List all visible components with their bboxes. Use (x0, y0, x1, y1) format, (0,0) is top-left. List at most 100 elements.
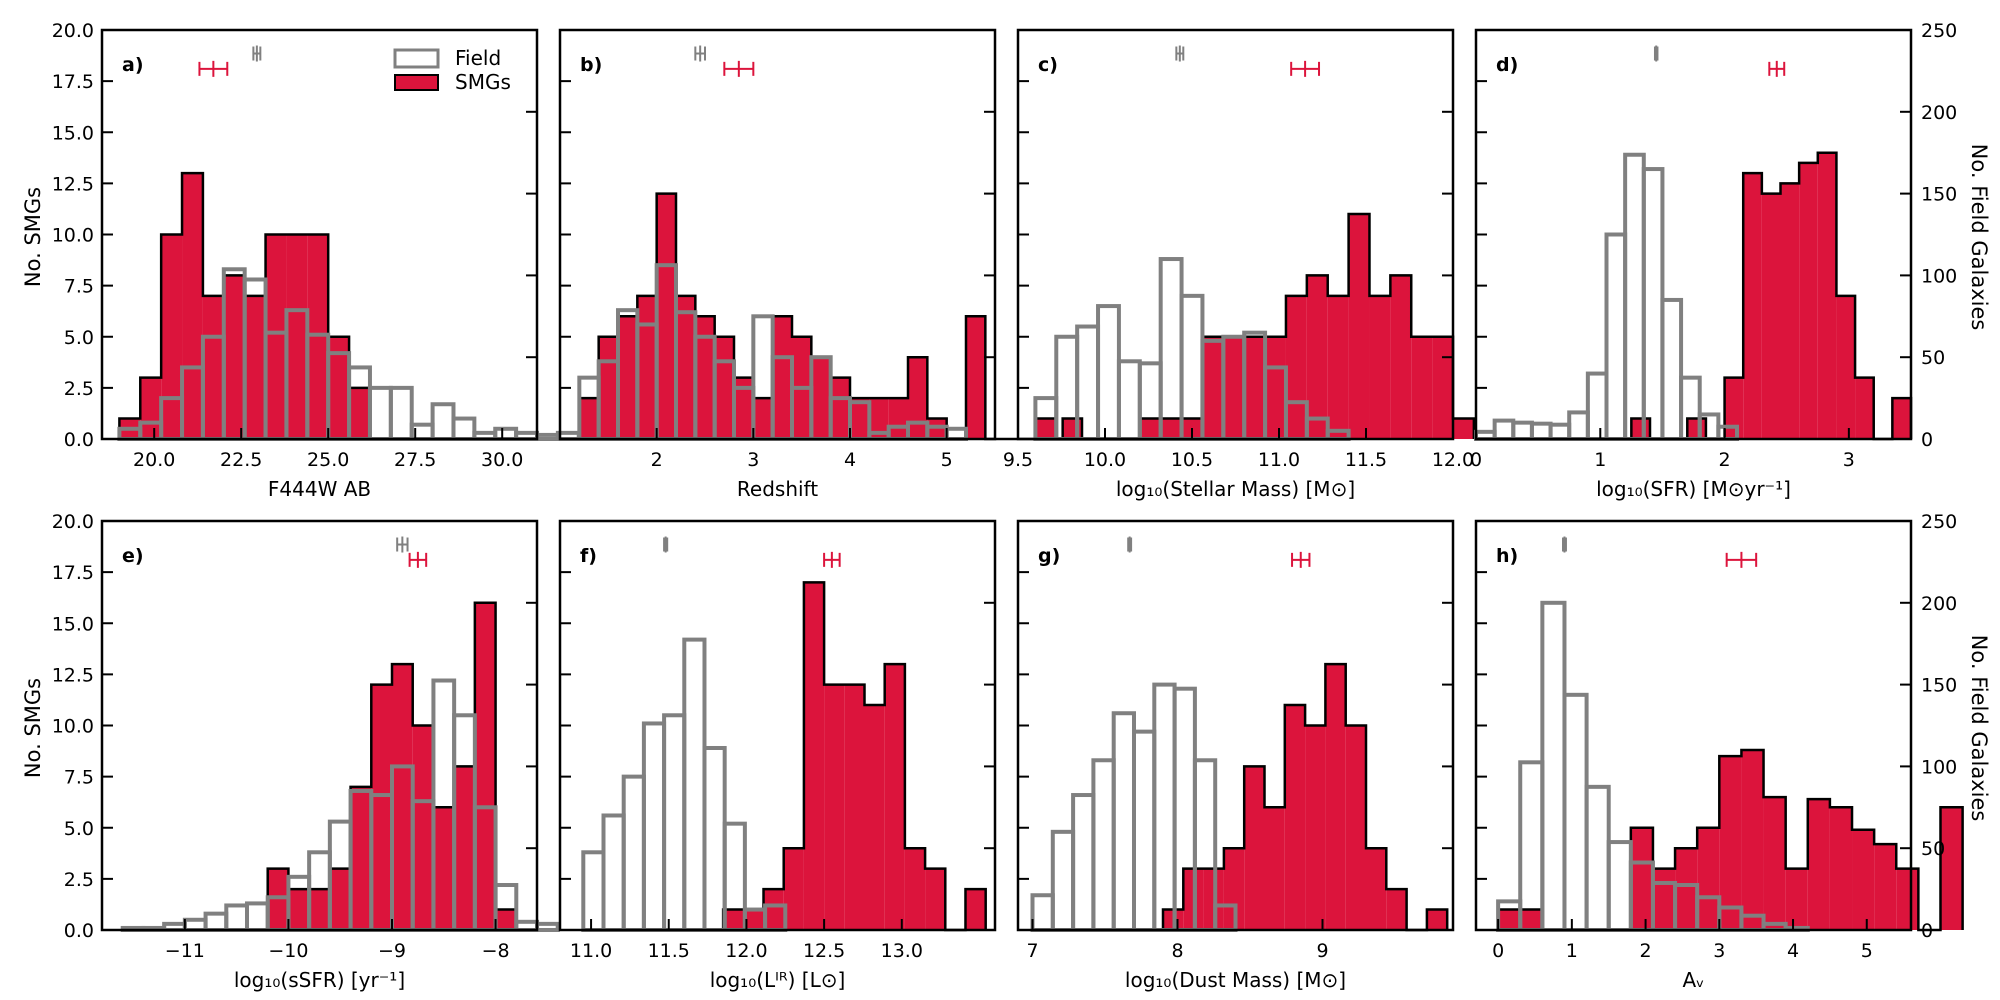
x-tick-label: 1 (1566, 940, 1578, 962)
x-tick-label: 4 (844, 449, 856, 471)
x-tick-label: −10 (268, 940, 308, 962)
smg-bar (695, 316, 715, 439)
x-tick-label: 9.5 (1003, 449, 1033, 471)
panel-label: d) (1496, 54, 1518, 76)
smg-bar (714, 336, 734, 439)
smg-errorbar (723, 60, 755, 77)
field-bar (1111, 711, 1136, 932)
smg-bar (1940, 807, 1963, 930)
smg-bar (307, 234, 329, 439)
smg-bar (743, 909, 764, 930)
smg-bar (1305, 725, 1326, 930)
field-bar (1511, 420, 1534, 442)
smg-bar (265, 234, 287, 439)
panels: 20.0 22.5 25.0 27.5 30.00.02.55.07.510.012.5… (52, 20, 1964, 992)
field-bar (1158, 257, 1184, 442)
smg-bar (1817, 152, 1837, 439)
smg-bar (1874, 844, 1897, 930)
x-tick-label: 11.0 (570, 940, 612, 962)
x-tick-label: 27.5 (394, 449, 436, 471)
smg-bar (1829, 807, 1853, 930)
smg-bar (1453, 418, 1474, 439)
smg-bar (140, 377, 162, 439)
y-tick-label-right: 100 (1921, 265, 1957, 287)
y-tick-label-right: 200 (1921, 593, 1957, 615)
field-bar (1606, 840, 1633, 932)
smg-bar (811, 357, 831, 439)
panel-label: g) (1038, 545, 1060, 567)
x-axis-label: log₁₀(Stellar Mass) [M⊙] (1116, 477, 1355, 501)
smg-bar (1327, 295, 1349, 439)
smg-bar (803, 582, 825, 930)
smg-bar (579, 398, 599, 439)
ylabel-right-top: No. Field Galaxies (1967, 144, 1991, 331)
smg-bar (1244, 336, 1266, 439)
y-tick-label-left: 10.0 (52, 225, 94, 247)
x-tick-label: 8 (1171, 940, 1183, 962)
y-tick-label-right: 150 (1921, 184, 1957, 206)
smg-bar (864, 705, 885, 930)
legend-smg-swatch (394, 74, 439, 91)
smg-bar (1284, 705, 1306, 930)
x-tick-label: 2 (651, 449, 663, 471)
y-tick-label-left: 15.0 (52, 613, 94, 635)
smg-bar (1498, 909, 1521, 930)
smg-bar (1799, 162, 1818, 440)
panel-label: c) (1038, 54, 1058, 76)
left-axis-labels: No. SMGs No. SMGs (21, 187, 45, 778)
smg-bar (1390, 275, 1412, 439)
x-tick-label: 2 (1640, 940, 1652, 962)
smg-bar (495, 909, 517, 930)
field-errorbar (252, 45, 262, 62)
y-tick-label-right: 50 (1921, 838, 1945, 860)
y-tick-label-left: 2.5 (64, 869, 94, 891)
x-tick-label: 3 (1843, 449, 1855, 471)
field-bar (367, 385, 393, 441)
x-tick-label: 7 (1026, 940, 1038, 962)
smg-bar (850, 398, 870, 439)
smg-errorbar (1725, 551, 1758, 568)
field-bar (1585, 371, 1609, 441)
y-tick-label-left: 20.0 (52, 511, 94, 533)
field-bar (1562, 692, 1589, 933)
x-axis-label: log₁₀(Dust Mass) [M⊙] (1125, 968, 1346, 992)
panel-label: e) (122, 545, 144, 567)
field-bar (1641, 167, 1665, 441)
x-tick-label: 1 (1594, 449, 1606, 471)
smg-bar (392, 664, 413, 930)
field-bar (1540, 600, 1567, 932)
panel-label: h) (1496, 545, 1518, 567)
x-tick-label: 3 (747, 449, 759, 471)
field-bar (1492, 418, 1516, 442)
y-tick-label-left: 17.5 (52, 71, 94, 93)
field-bar (388, 385, 414, 441)
y-tick-label-left: 2.5 (64, 378, 94, 400)
smg-bar (1160, 418, 1182, 439)
y-tick-label-left: 0.0 (64, 429, 94, 451)
y-tick-label-left: 0.0 (64, 920, 94, 942)
smg-errorbar (1290, 60, 1321, 77)
x-tick-label: 5 (941, 449, 953, 471)
field-bar (682, 637, 707, 932)
x-tick-label: 11.5 (1345, 449, 1387, 471)
smg-errorbar (1768, 60, 1786, 77)
smg-bar (676, 295, 696, 439)
smg-bar (908, 357, 928, 439)
x-tick-label: 2 (1719, 449, 1731, 471)
smg-bar (1780, 183, 1800, 439)
field-bar (1091, 758, 1116, 933)
panel-g: 7 8 9 g) log₁₀(Dust Mass) [M⊙] (1016, 519, 1455, 992)
x-axis-label: F444W AB (268, 477, 371, 501)
y-tick-label-right: 50 (1921, 347, 1945, 369)
y-tick-label-left: 10.0 (52, 716, 94, 738)
x-tick-label: 22.5 (220, 449, 262, 471)
field-bar (203, 911, 229, 933)
field-bar (493, 426, 519, 441)
smg-errorbar (198, 60, 229, 77)
y-tick-label-right: 0 (1921, 429, 1933, 451)
smg-bar (286, 234, 308, 439)
smg-errorbar (408, 551, 428, 568)
panel-c: 9.5 10.0 10.5 11.0 11.5 12.0 c) log₁₀(Stellar M… (1003, 28, 1476, 501)
